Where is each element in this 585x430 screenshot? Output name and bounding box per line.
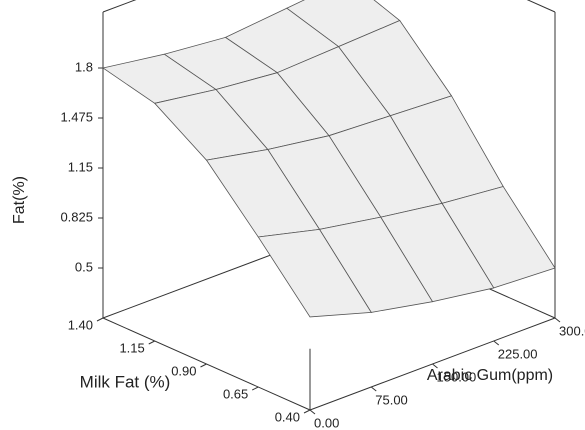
y-tick bbox=[554, 317, 561, 323]
x-axis-title: Milk Fat (%) bbox=[80, 372, 171, 391]
z-axis-title: Fat(%) bbox=[11, 176, 28, 224]
x-tick bbox=[148, 340, 155, 345]
y-tick bbox=[493, 340, 500, 346]
x-tick bbox=[303, 409, 311, 414]
x-tick-label: 0.40 bbox=[275, 409, 300, 424]
x-tick bbox=[200, 363, 207, 368]
surface-cell bbox=[257, 228, 372, 318]
y-tick bbox=[432, 363, 438, 369]
z-tick-label: 0.5 bbox=[75, 259, 93, 274]
y-axis-title: Arabic Gum(ppm) bbox=[427, 367, 553, 384]
z-tick-label: 1.15 bbox=[68, 159, 93, 174]
y-tick-label: 300.00 bbox=[559, 323, 585, 338]
y-tick-label: 75.00 bbox=[375, 392, 408, 407]
x-tick-label: 0.65 bbox=[223, 386, 248, 401]
y-tick-label: 225.00 bbox=[498, 346, 538, 361]
x-tick bbox=[96, 317, 104, 322]
x-tick-label: 1.40 bbox=[68, 317, 93, 332]
z-tick-label: 1.8 bbox=[75, 59, 93, 74]
x-tick bbox=[252, 386, 259, 391]
y-tick bbox=[370, 386, 377, 392]
y-tick-label: 0.00 bbox=[314, 415, 339, 430]
x-tick-label: 1.15 bbox=[119, 340, 144, 355]
x-tick-label: 0.90 bbox=[171, 363, 196, 378]
z-tick-label: 1.475 bbox=[60, 109, 93, 124]
y-tick bbox=[309, 409, 316, 415]
y-tick-label: 150.00 bbox=[437, 369, 477, 384]
z-tick-label: 0.825 bbox=[60, 209, 93, 224]
